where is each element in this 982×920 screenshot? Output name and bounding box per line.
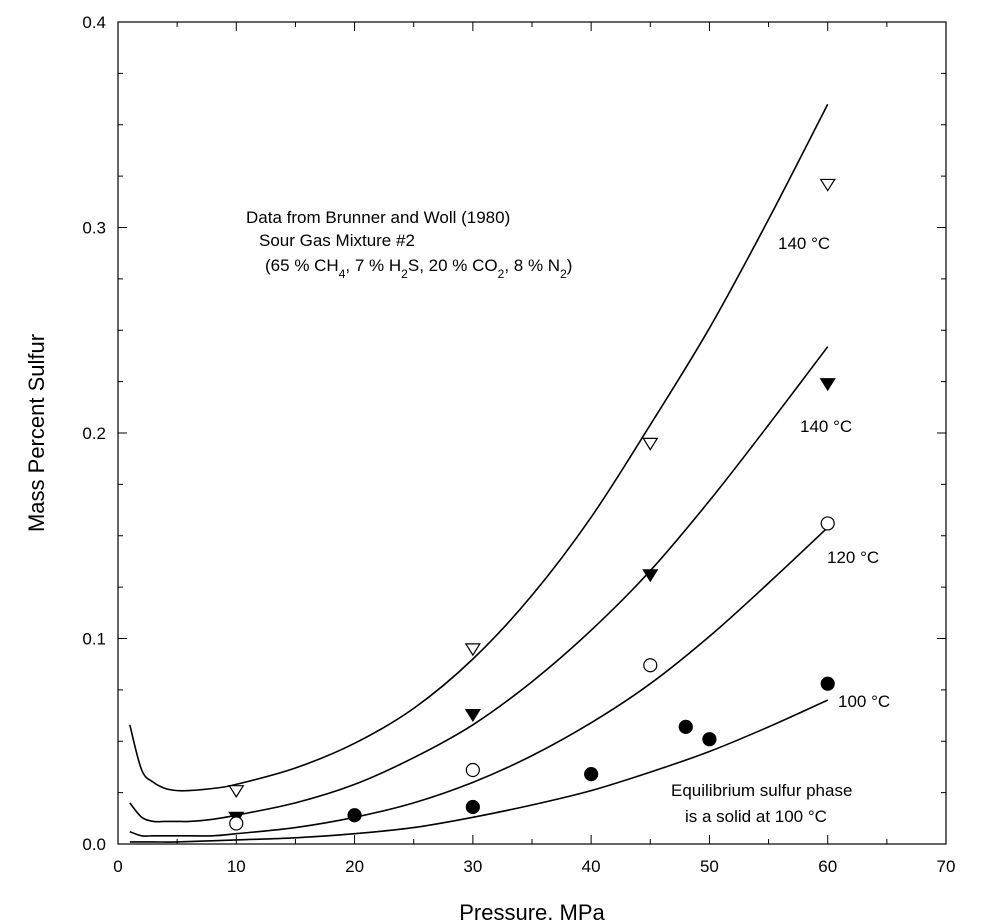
model-curve-0 <box>129 103 829 792</box>
x-tick-label: 60 <box>818 857 837 876</box>
x-tick-label: 40 <box>582 857 601 876</box>
x-axis-title: Pressure, MPa <box>459 900 605 920</box>
data-point-filled-circle <box>584 767 599 782</box>
y-tick-label: 0.2 <box>82 424 106 443</box>
data-point-open-circle <box>643 658 658 673</box>
data-point-filled-triangle-down <box>642 569 659 583</box>
data-point-filled-circle <box>678 719 693 734</box>
source-annotation-line1: Data from Brunner and Woll (1980) <box>246 208 510 227</box>
y-tick-label: 0.0 <box>82 835 106 854</box>
data-point-filled-circle <box>702 732 717 747</box>
x-tick-label: 50 <box>700 857 719 876</box>
x-tick-label: 10 <box>227 857 246 876</box>
model-curve-1 <box>129 346 829 823</box>
curve-label-140-lower: 140 °C <box>800 417 852 436</box>
y-tick-label: 0.3 <box>82 219 106 238</box>
model-curve-3 <box>129 699 829 843</box>
data-point-open-triangle-down <box>819 178 836 192</box>
model-curves <box>129 103 829 843</box>
phase-note-line1: Equilibrium sulfur phase <box>671 781 852 800</box>
curve-label-140-upper: 140 °C <box>778 234 830 253</box>
data-points <box>228 178 836 831</box>
data-point-filled-circle <box>347 808 362 823</box>
data-point-open-triangle-down <box>642 437 659 451</box>
phase-note-line2: is a solid at 100 °C <box>685 807 827 826</box>
x-tick-label: 70 <box>937 857 956 876</box>
data-point-filled-circle <box>820 676 835 691</box>
axis-ticks <box>117 21 947 845</box>
data-point-open-triangle-down <box>464 643 481 657</box>
data-point-open-circle <box>820 516 835 531</box>
x-tick-label: 30 <box>463 857 482 876</box>
y-tick-label: 0.1 <box>82 630 106 649</box>
y-axis-title: Mass Percent Sulfur <box>24 334 49 532</box>
data-point-filled-triangle-down <box>464 709 481 722</box>
source-annotation-line3: (65 % CH4, 7 % H2S, 20 % CO2, 8 % N2) <box>265 256 572 281</box>
curve-label-100: 100 °C <box>838 692 890 711</box>
curve-label-120: 120 °C <box>827 548 879 567</box>
x-tick-label: 0 <box>113 857 122 876</box>
axis-tick-labels: 0 10 20 30 40 50 60 70 0.0 0.1 0.2 0.3 0.4 <box>82 13 955 876</box>
data-point-open-circle <box>229 816 244 831</box>
data-point-open-triangle-down <box>228 785 245 799</box>
y-tick-label: 0.4 <box>82 13 106 32</box>
model-curve-2 <box>129 526 829 837</box>
data-point-open-circle <box>465 762 480 778</box>
data-point-filled-triangle-down <box>819 378 836 392</box>
data-point-filled-circle <box>465 799 480 815</box>
x-tick-label: 20 <box>345 857 364 876</box>
source-annotation-line2: Sour Gas Mixture #2 <box>259 231 415 250</box>
